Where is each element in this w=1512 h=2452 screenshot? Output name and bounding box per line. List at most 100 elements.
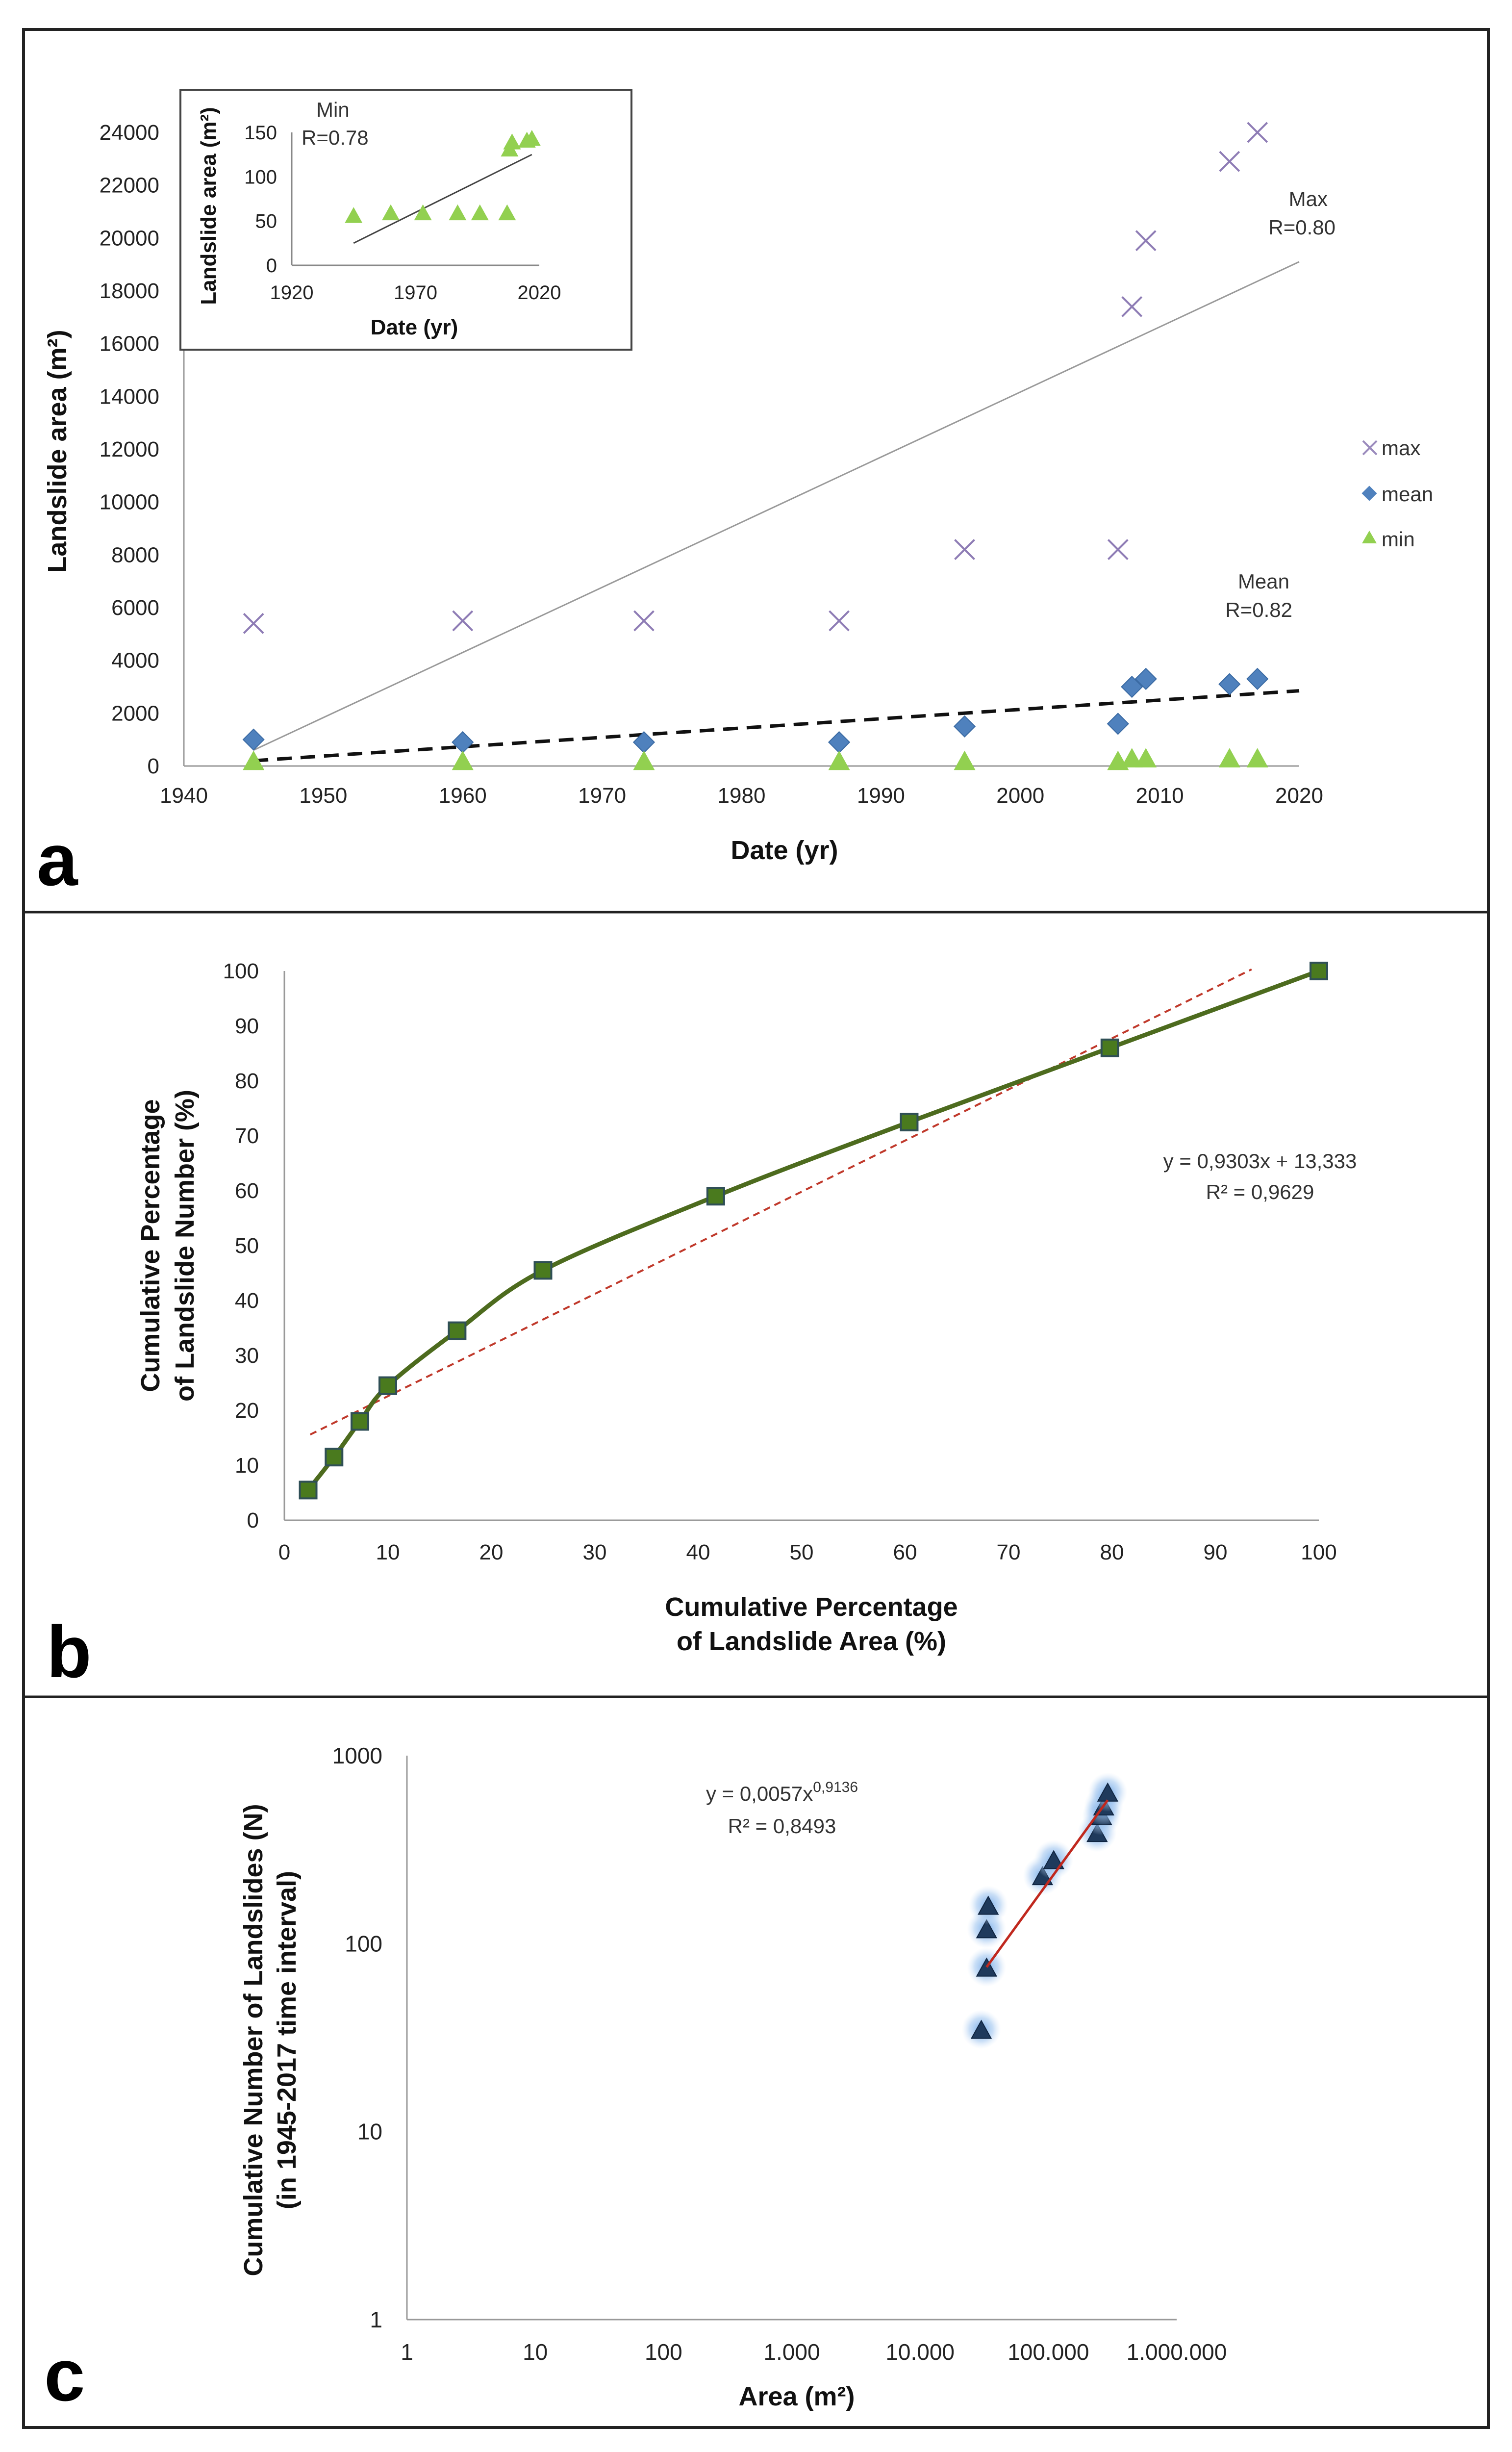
legend-mean-diamond-icon <box>1361 485 1377 501</box>
panel-b-xlabel-line1: Cumulative Percentage <box>665 1592 958 1622</box>
inset-x-tick-label: 2020 <box>518 282 561 304</box>
panel-b-ylabel-line1: Cumulative Percentage <box>136 1099 165 1392</box>
inset-min-point <box>523 130 541 146</box>
panel-b-x-tick-label: 60 <box>893 1540 917 1564</box>
panel-b-x-tick-label: 10 <box>376 1540 400 1564</box>
max-point <box>954 539 975 560</box>
mean-point <box>1107 713 1129 735</box>
panel-a-x-tick-label: 1970 <box>578 784 626 808</box>
panel-c-marks <box>961 1772 1128 2049</box>
mean-annotation-title: Mean <box>1238 570 1289 593</box>
panel-a-x-tick-label: 2010 <box>1136 784 1184 808</box>
panel-b-y-tick-label: 30 <box>235 1344 259 1368</box>
panel-b-point <box>351 1412 370 1431</box>
inset-r: R=0.78 <box>302 126 369 149</box>
panel-a-y-tick-label: 14000 <box>100 384 159 409</box>
max-point-stroke <box>1219 151 1240 172</box>
inset-frame <box>179 89 632 351</box>
panel-b-x-tick-label: 40 <box>686 1540 710 1564</box>
panel-c-equation-exp: 0,9136 <box>813 1779 858 1795</box>
panel-b-x-tick-label: 0 <box>278 1540 290 1564</box>
mean-point <box>953 715 976 738</box>
max-point <box>1247 122 1268 143</box>
panel-a-x-tick-label: 2020 <box>1275 784 1323 808</box>
mean-point <box>632 731 655 754</box>
panel-c-trendline <box>985 1799 1109 1968</box>
max-point <box>243 613 264 634</box>
panel-c-ticks: 1 10 100 1.000 10.000 100.000 1.000.000 1 10 100 1… <box>332 1743 1227 2365</box>
inset-min-point <box>414 204 432 221</box>
panel-c-x-tick-label: 1.000.000 <box>1127 2339 1227 2365</box>
max-annotation-r: R=0.80 <box>1268 216 1336 239</box>
panel-c-point-triangle <box>978 1895 999 1915</box>
panel-a-y-tick-label: 8000 <box>111 543 159 567</box>
legend-max-label: max <box>1382 436 1420 460</box>
panel-a-xlabel: Date (yr) <box>731 836 838 865</box>
panel-b-xlabel-line2: of Landslide Area (%) <box>677 1627 946 1656</box>
panel-c-x-tick-label: 10.000 <box>885 2339 955 2365</box>
panel-b-y-tick-label: 60 <box>235 1179 259 1203</box>
panel-b-series-line <box>306 969 1320 1492</box>
panel-c-y-tick-label: 1 <box>370 2307 382 2332</box>
inset-min-point <box>498 204 516 221</box>
panel-a-x-tick-label: 2000 <box>996 784 1044 808</box>
min-point <box>1218 748 1240 767</box>
panel-b-point <box>900 1113 919 1131</box>
max-point <box>1107 539 1129 560</box>
max-point-stroke <box>954 539 975 560</box>
max-point-stroke <box>1135 230 1157 252</box>
inset-min-point <box>345 207 363 223</box>
panel-c-chart: 1 10 100 1.000 10.000 100.000 1.000.000 1 10 100 1… <box>44 1743 1227 2416</box>
inset-min-point <box>382 204 400 221</box>
mean-point <box>828 731 851 754</box>
panel-b-x-tick-label: 70 <box>997 1540 1021 1564</box>
panel-b-point <box>299 1481 318 1500</box>
panel-b-point <box>1310 962 1328 980</box>
panel-a-ylabel: Landslide area (m²) <box>43 330 72 572</box>
panel-a-y-tick-label: 24000 <box>100 121 159 145</box>
panel-b-y-tick-label: 50 <box>235 1234 259 1258</box>
inset-title: Min <box>316 98 350 121</box>
panel-b-point <box>378 1376 397 1395</box>
panel-a-y-tick-label: 16000 <box>100 332 159 356</box>
panel-a-chart: 1940 1950 1960 1970 1980 1990 2000 2010 2020 0 200… <box>37 89 1433 901</box>
mean-point <box>1121 675 1143 698</box>
inset-y-tick-label: 100 <box>244 166 277 188</box>
inset-min-point <box>471 204 489 221</box>
min-point <box>243 750 265 770</box>
panel-a-y-tick-label: 18000 <box>100 279 159 303</box>
panel-c-x-tick-label: 100 <box>645 2339 682 2365</box>
panel-a-y-tick-label: 22000 <box>100 174 159 198</box>
legend-mean-label: mean <box>1382 483 1433 506</box>
panel-b-ylabel-line2: of Landslide Number (%) <box>170 1090 200 1402</box>
panel-c-r2: R² = 0,8493 <box>728 1814 836 1838</box>
mean-point <box>242 728 265 751</box>
min-point <box>1246 748 1268 767</box>
inset-x-tick-label: 1970 <box>394 282 437 304</box>
max-annotation-title: Max <box>1289 187 1328 210</box>
panel-a-trendlines <box>253 261 1300 763</box>
min-point <box>954 750 976 770</box>
panel-label-b: b <box>47 1610 92 1693</box>
max-point-stroke <box>243 613 264 634</box>
panel-b-y-tick-label: 70 <box>235 1124 259 1148</box>
panel-c-ylabel-line2: (in 1945-2017 time interval) <box>272 1871 302 2209</box>
max-point-stroke <box>1107 539 1129 560</box>
panel-c-point-triangle <box>976 1919 998 1939</box>
max-point <box>1121 296 1143 317</box>
panel-c-point-triangle <box>976 1957 998 1977</box>
panel-c-point-triangle <box>970 2019 992 2039</box>
panel-a-x-tick-label: 1950 <box>299 784 347 808</box>
inset-x-tick-label: 1920 <box>270 282 314 304</box>
legend-min-label: min <box>1382 528 1415 551</box>
legend-max-x-icon <box>1362 440 1378 456</box>
panel-b-y-tick-label: 0 <box>247 1508 259 1532</box>
max-point-stroke <box>1121 296 1143 317</box>
inset-y-tick-label: 50 <box>255 211 277 232</box>
panel-c-xlabel: Area (m²) <box>738 2382 855 2411</box>
panel-c-ylabel-line1: Cumulative Number of Landslides (N) <box>239 1804 268 2276</box>
panel-a-y-tick-label: 12000 <box>100 437 159 461</box>
panel-c-y-tick-label: 100 <box>345 1931 382 1956</box>
panel-c-equation-base: y = 0,0057x <box>706 1782 813 1805</box>
mean-point <box>452 731 474 754</box>
